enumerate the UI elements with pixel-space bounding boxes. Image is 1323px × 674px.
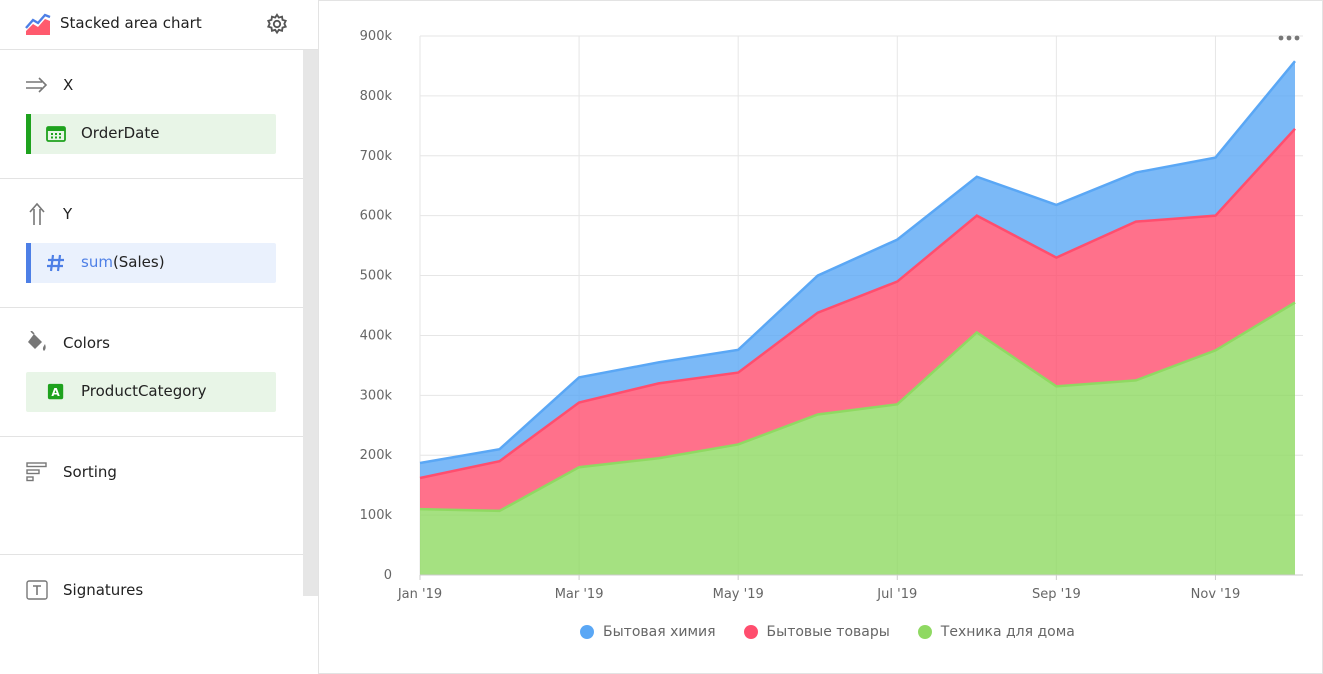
svg-text:A: A (51, 386, 60, 399)
more-dots-icon[interactable] (1278, 34, 1300, 42)
sidebar-header: Stacked area chart (0, 0, 318, 50)
y-tick-label: 700k (360, 149, 393, 164)
signatures-section: Signatures (0, 555, 303, 673)
y-field-chip[interactable]: sum(Sales) (26, 243, 276, 283)
y-field-function: sum (81, 253, 113, 271)
y-axis-section: Y sum(Sales) (0, 179, 303, 308)
y-tick-label: 900k (360, 29, 393, 44)
x-tick-label: Sep '19 (1032, 587, 1081, 602)
x-axis-section: X OrderDate (0, 50, 303, 179)
colors-section: Colors A ProductCategory (0, 308, 303, 437)
legend-label: Бытовые товары (766, 624, 890, 640)
calendar-icon (46, 126, 66, 142)
chart-legend: Бытовая химия Бытовые товары Техника для д… (580, 624, 1103, 640)
legend-label: Техника для дома (940, 624, 1075, 640)
legend-item[interactable]: Бытовые товары (743, 624, 890, 640)
legend-marker (580, 625, 594, 639)
x-tick-label: May '19 (713, 587, 764, 602)
y-tick-label: 100k (360, 508, 393, 523)
chart-type-title[interactable]: Stacked area chart (60, 14, 202, 32)
x-field-chip[interactable]: OrderDate (26, 114, 276, 154)
series-line-Бытовая химия (419, 60, 1296, 465)
series-line-Бытовые товары (419, 127, 1296, 480)
sorting-section: Sorting (0, 437, 303, 555)
signatures-label: Signatures (63, 581, 144, 599)
stacked-area-chart: 0 100k 200k 300k 400k 500k 600k 700k 800k 900k Jan… (360, 29, 1303, 602)
colors-field-chip[interactable]: A ProductCategory (26, 372, 276, 412)
series-line-Техника для дома (419, 301, 1296, 513)
x-field-name: OrderDate (81, 124, 160, 142)
arrow-right-icon (26, 77, 48, 93)
y-tick-label: 0 (384, 568, 392, 583)
y-tick-label: 200k (360, 448, 393, 463)
chart-panel: 0 100k 200k 300k 400k 500k 600k 700k 800k 900k Jan… (320, 0, 1322, 673)
legend-marker (917, 625, 932, 639)
x-tick-label: Jul '19 (876, 587, 917, 602)
gear-icon[interactable] (266, 13, 288, 35)
letter-a-icon: A (47, 383, 64, 400)
colors-field-name: ProductCategory (81, 382, 207, 400)
x-tick-label: Nov '19 (1191, 587, 1241, 602)
y-tick-label: 300k (360, 388, 393, 403)
sort-icon (26, 462, 47, 482)
y-tick-label: 600k (360, 209, 393, 224)
x-axis-label: X (63, 76, 74, 94)
y-field-argument: (Sales) (112, 253, 165, 271)
paint-bucket-icon (28, 331, 46, 351)
area-Бытовые товары (420, 128, 1295, 511)
sorting-label: Sorting (63, 463, 117, 481)
legend-label: Бытовая химия (603, 624, 716, 640)
y-tick-label: 400k (360, 328, 393, 343)
arrow-up-icon (29, 202, 45, 225)
legend-item[interactable]: Бытовая химия (580, 624, 716, 640)
y-field-name: sum(Sales) (81, 253, 165, 271)
visualization-sidebar: Stacked area chart X OrderDate (0, 0, 319, 674)
hash-icon (47, 254, 64, 272)
area-Техника для дома (420, 302, 1295, 575)
sidebar-scrollbar[interactable] (303, 50, 318, 596)
x-tick-label: Jan '19 (397, 587, 442, 602)
colors-label: Colors (63, 334, 110, 352)
area-Бытовая химия (420, 61, 1295, 478)
legend-item[interactable]: Техника для дома (917, 624, 1075, 640)
legend-marker (743, 625, 758, 639)
x-tick-label: Mar '19 (555, 587, 604, 602)
y-tick-label: 800k (360, 89, 393, 104)
y-axis-label: Y (63, 205, 73, 223)
stacked-area-chart-icon (25, 13, 51, 35)
text-box-icon (26, 580, 48, 600)
y-tick-label: 500k (360, 269, 393, 284)
